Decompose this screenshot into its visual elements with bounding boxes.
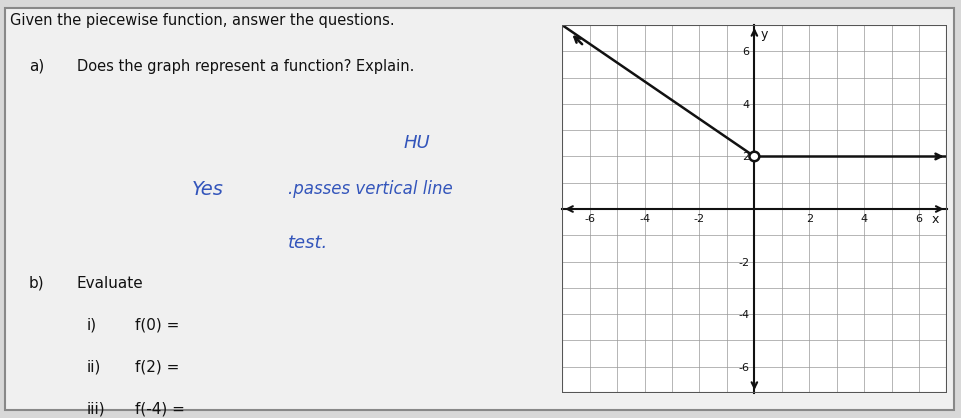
Text: HU: HU [404, 134, 431, 152]
Text: Does the graph represent a function? Explain.: Does the graph represent a function? Exp… [77, 59, 414, 74]
Text: ii): ii) [86, 359, 101, 375]
Text: a): a) [29, 59, 44, 74]
Text: i): i) [86, 318, 97, 333]
Text: x: x [932, 214, 939, 227]
Text: Yes: Yes [192, 180, 224, 199]
Text: f(2) =: f(2) = [135, 359, 179, 375]
Text: b): b) [29, 276, 44, 291]
Text: Given the piecewise function, answer the questions.: Given the piecewise function, answer the… [10, 13, 394, 28]
FancyBboxPatch shape [5, 8, 954, 410]
Circle shape [750, 152, 759, 161]
Text: Evaluate: Evaluate [77, 276, 143, 291]
Text: f(-4) =: f(-4) = [135, 401, 185, 416]
Text: iii): iii) [86, 401, 105, 416]
Text: y: y [760, 28, 768, 41]
Text: f(0) =: f(0) = [135, 318, 179, 333]
Text: test.: test. [288, 234, 329, 252]
Text: .passes vertical line: .passes vertical line [288, 180, 453, 198]
